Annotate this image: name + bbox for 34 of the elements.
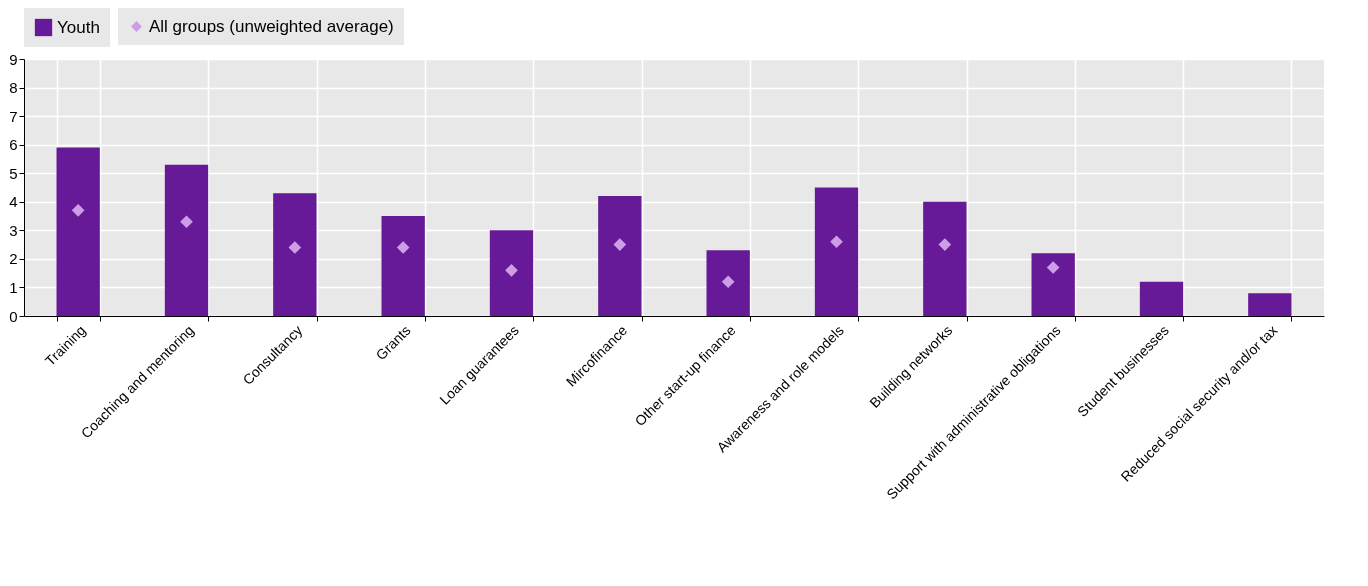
y-tick-label: 2 <box>9 250 18 268</box>
legend-label: All groups (unweighted average) <box>149 16 394 36</box>
point <box>71 204 85 217</box>
bar <box>381 216 425 316</box>
point <box>396 241 410 254</box>
bar <box>923 201 967 316</box>
y-tick-label: 9 <box>9 50 18 68</box>
y-tick-label: 7 <box>9 107 18 125</box>
point <box>721 275 735 289</box>
y-tick-label: 8 <box>9 79 18 97</box>
point <box>938 238 952 251</box>
bar <box>814 187 859 316</box>
y-tick-label: 3 <box>9 221 18 239</box>
bar <box>164 164 209 316</box>
point <box>288 241 302 254</box>
bar <box>706 250 750 316</box>
point <box>1046 261 1060 274</box>
y-tick-label: 5 <box>9 164 18 182</box>
point <box>830 235 843 249</box>
point <box>180 215 193 229</box>
bar <box>56 147 100 316</box>
legend-label: Youth <box>57 17 100 37</box>
bar <box>1139 281 1184 316</box>
point <box>613 238 627 251</box>
y-tick-label: 1 <box>9 278 18 296</box>
bar <box>489 230 534 316</box>
bar <box>598 196 642 316</box>
point <box>505 263 518 277</box>
bar <box>1248 293 1292 316</box>
bar <box>1031 253 1075 316</box>
y-tick-label: 0 <box>9 307 18 325</box>
bar <box>273 193 317 316</box>
y-tick-label: 6 <box>9 136 18 154</box>
y-tick-label: 4 <box>9 193 18 211</box>
